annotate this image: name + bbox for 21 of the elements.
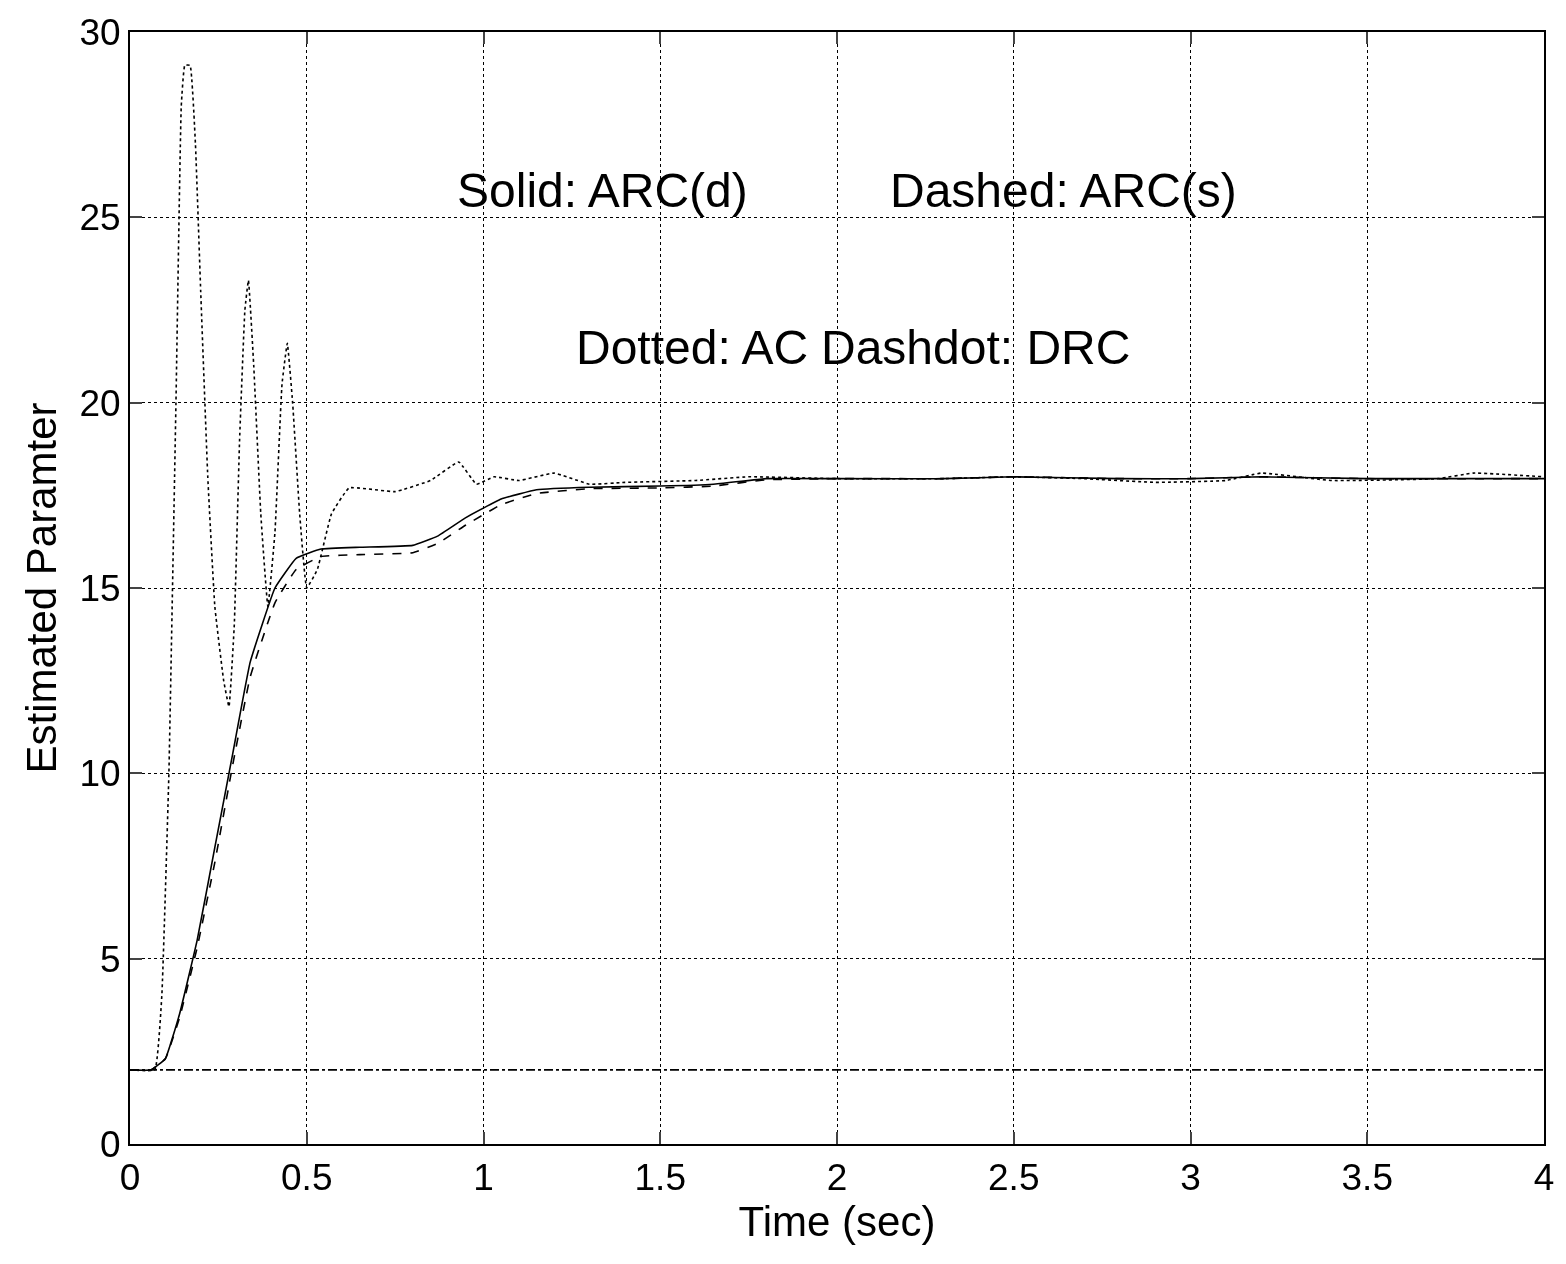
y-tick-label: 0 [100,1123,121,1165]
annotation: Dashed: ARC(s) [890,164,1237,217]
y-tick-label: 5 [100,938,121,980]
x-tick-label: 4 [1533,1157,1555,1199]
x-tick-label: 3.5 [1341,1157,1393,1199]
y-tick-label: 10 [79,753,121,795]
y-tick-label: 25 [79,197,121,239]
x-tick-label: 2.5 [988,1157,1040,1199]
y-tick-label: 30 [79,11,121,53]
x-tick-label: 2 [826,1157,848,1199]
annotation: Dashdot: DRC [821,321,1131,374]
annotation: Dotted: AC [576,321,809,374]
y-tick-label: 15 [79,567,121,609]
x-tick-label: 1 [473,1157,494,1199]
x-tick-label: 3 [1180,1157,1201,1199]
annotation: Solid: ARC(d) [457,164,748,217]
x-tick-label: 1.5 [634,1157,686,1199]
y-tick-label: 20 [79,382,121,424]
y-axis-title: Estimated Paramter [17,402,65,774]
x-tick-label: 0.5 [281,1157,333,1199]
x-axis-title: Time (sec) [738,1198,936,1246]
